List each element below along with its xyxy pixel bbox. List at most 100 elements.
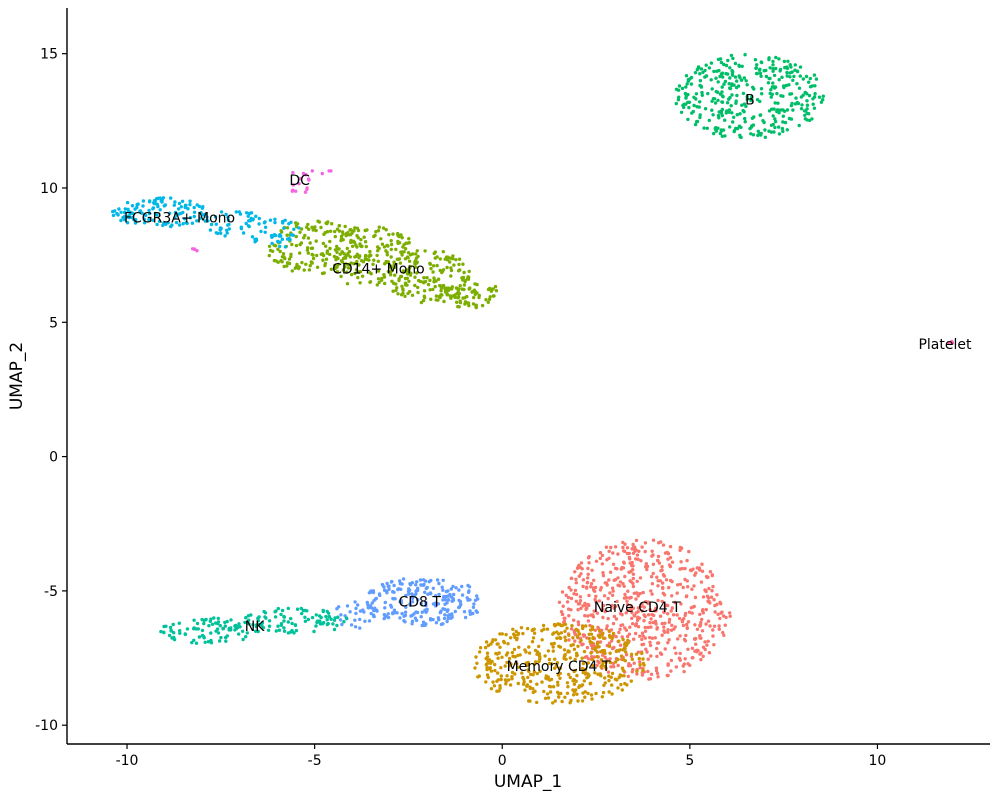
data-point: [649, 654, 653, 658]
data-point: [610, 603, 614, 608]
data-point: [751, 85, 755, 90]
data-point: [431, 264, 436, 268]
data-point: [188, 202, 192, 207]
data-point: [576, 629, 580, 633]
data-point: [451, 584, 455, 589]
data-point: [304, 262, 308, 266]
data-point: [707, 599, 711, 603]
data-point: [667, 585, 671, 590]
data-point: [373, 606, 377, 610]
data-point: [565, 626, 569, 630]
data-point: [525, 684, 529, 688]
data-point: [621, 648, 625, 652]
data-point: [684, 633, 688, 638]
data-point: [634, 557, 638, 561]
data-point: [310, 225, 314, 229]
data-point: [617, 675, 621, 680]
data-point: [734, 99, 738, 103]
data-point: [660, 581, 665, 585]
data-point: [202, 621, 206, 626]
data-point: [611, 551, 615, 555]
data-point: [594, 559, 599, 563]
data-point: [593, 589, 597, 593]
data-point: [119, 210, 123, 214]
data-point: [656, 598, 660, 603]
data-point: [363, 228, 367, 233]
data-point: [658, 614, 663, 618]
data-point: [400, 253, 404, 257]
data-point: [396, 587, 400, 592]
data-point: [718, 57, 723, 61]
data-point: [693, 595, 698, 600]
data-point: [586, 566, 590, 571]
data-point: [609, 675, 613, 679]
data-point: [801, 93, 805, 97]
data-point: [644, 562, 648, 566]
data-point: [593, 648, 598, 652]
data-point: [303, 190, 308, 194]
data-point: [366, 606, 371, 610]
data-point: [423, 590, 427, 594]
data-point: [569, 643, 573, 648]
data-point: [566, 595, 571, 600]
data-point: [425, 276, 429, 280]
data-point: [542, 689, 546, 694]
data-point: [821, 98, 825, 102]
data-point: [778, 67, 783, 72]
data-point: [639, 559, 643, 563]
data-point: [712, 97, 717, 101]
data-point: [433, 256, 437, 260]
data-point: [489, 669, 494, 673]
data-point: [635, 618, 640, 623]
data-point: [205, 219, 209, 223]
data-point: [297, 182, 301, 186]
data-point: [333, 616, 337, 620]
data-point: [195, 249, 199, 253]
data-point: [385, 591, 389, 595]
data-point: [493, 662, 497, 667]
data-point: [584, 607, 588, 611]
data-point: [351, 229, 355, 233]
data-point: [758, 113, 763, 117]
data-point: [704, 607, 708, 612]
data-point: [197, 635, 202, 639]
data-point: [666, 612, 670, 616]
data-point: [578, 599, 583, 603]
data-point: [354, 606, 358, 611]
data-point: [285, 237, 290, 241]
data-point: [606, 616, 610, 621]
data-point: [633, 545, 637, 549]
data-point: [671, 613, 676, 617]
data-point: [635, 579, 639, 583]
data-point: [582, 649, 587, 654]
y-tick-label: 5: [49, 315, 58, 331]
data-point: [557, 695, 561, 699]
data-point: [169, 196, 173, 200]
data-point: [730, 93, 734, 97]
data-point: [366, 603, 370, 607]
data-point: [736, 84, 741, 88]
data-point: [468, 286, 472, 290]
data-point: [203, 640, 207, 644]
data-point: [769, 88, 773, 92]
data-point: [777, 78, 781, 82]
data-point: [595, 654, 599, 659]
data-point: [634, 597, 638, 601]
data-point: [396, 231, 400, 236]
data-point: [516, 632, 520, 637]
data-point: [695, 648, 699, 652]
data-point: [587, 603, 591, 608]
data-point: [590, 655, 594, 659]
data-point: [631, 667, 635, 672]
data-point: [400, 611, 404, 616]
data-point: [601, 615, 605, 620]
data-point: [634, 611, 638, 615]
data-point: [388, 270, 392, 275]
data-point: [667, 563, 672, 567]
data-point: [363, 257, 367, 261]
data-point: [551, 685, 556, 689]
data-point: [333, 234, 337, 239]
data-point: [214, 629, 218, 633]
data-point: [141, 199, 146, 203]
data-point: [328, 229, 333, 233]
